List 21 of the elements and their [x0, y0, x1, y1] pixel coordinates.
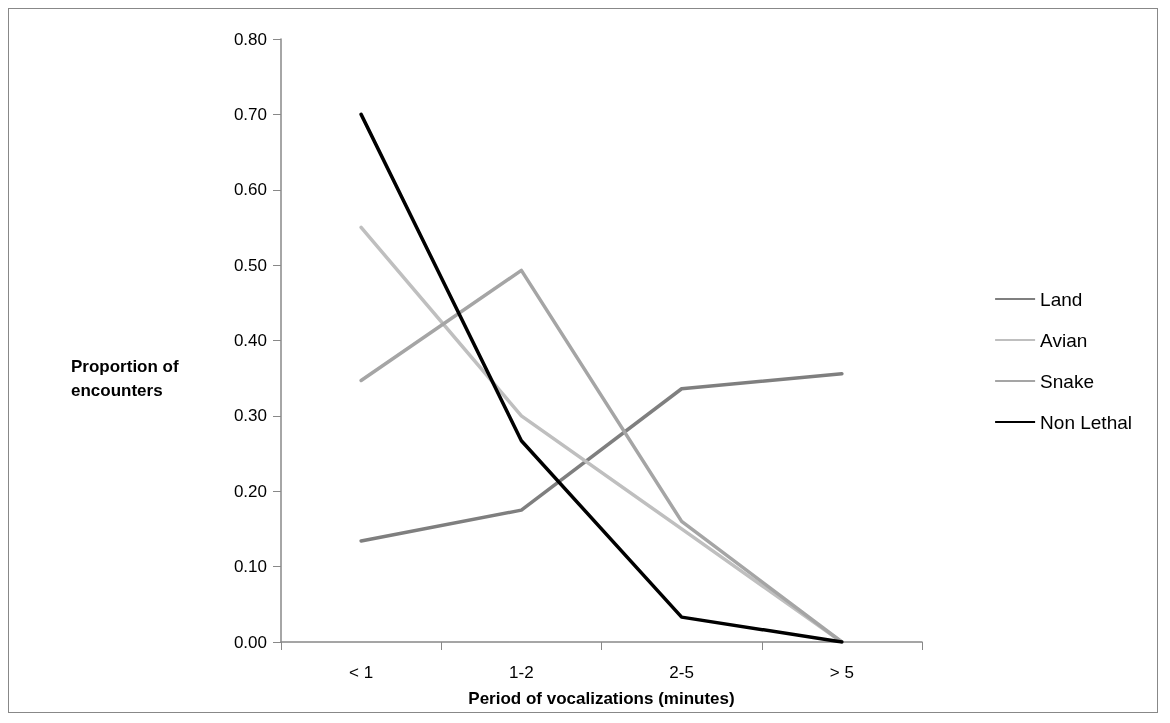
- y-axis-title: Proportion of encounters: [71, 356, 184, 400]
- y-tick-label: 0.50: [233, 255, 267, 275]
- legend-label: Snake: [1040, 370, 1094, 392]
- x-tick-label: 1-2: [509, 663, 534, 682]
- y-tick-label: 0.00: [233, 632, 267, 652]
- y-tick-label: 0.30: [233, 406, 267, 426]
- y-tick-label: 0.60: [233, 180, 267, 200]
- legend-label: Land: [1040, 288, 1083, 310]
- x-tick-label: > 5: [829, 663, 854, 682]
- x-tick-label: 2-5: [669, 663, 694, 682]
- line-series: [359, 112, 844, 644]
- line-series: [359, 371, 844, 543]
- x-axis-title: Period of vocalizations (minutes): [468, 689, 735, 708]
- y-tick-label: 0.10: [233, 557, 267, 577]
- y-tick-label: 0.70: [233, 104, 267, 124]
- y-tick-label: 0.20: [233, 481, 267, 501]
- legend-label: Avian: [1040, 329, 1088, 351]
- x-tick-label: < 1: [349, 663, 374, 682]
- y-tick-label: 0.40: [233, 331, 267, 350]
- y-tick-label: 0.80: [233, 29, 267, 49]
- legend-label: Non Lethal: [1040, 411, 1132, 433]
